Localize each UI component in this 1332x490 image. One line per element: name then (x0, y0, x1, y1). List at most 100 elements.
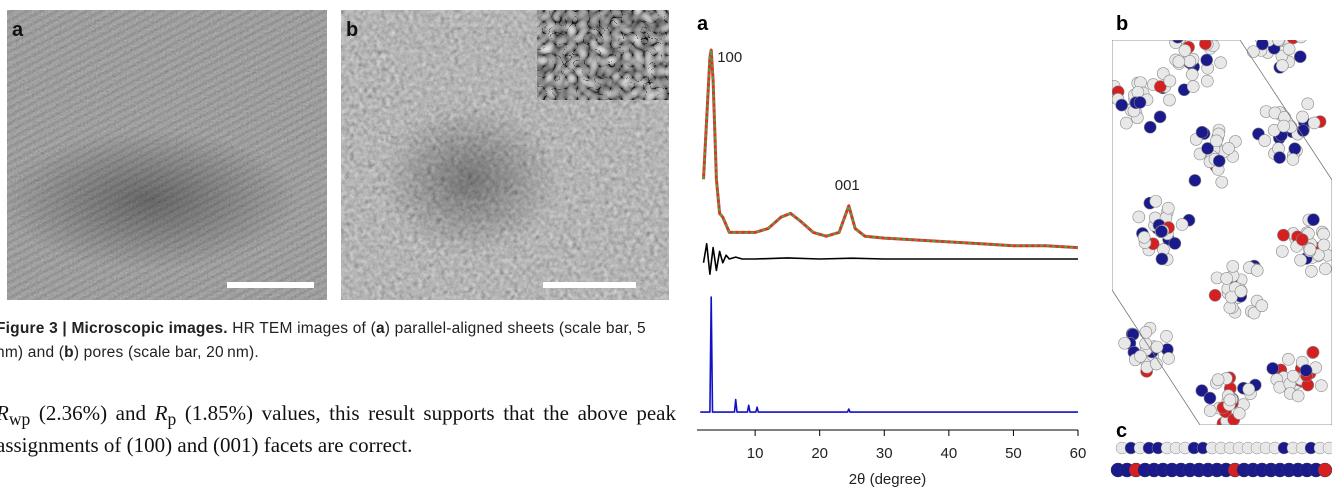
data-line-dash (702, 49, 1079, 249)
atom (1319, 262, 1332, 276)
atom (1255, 299, 1269, 313)
atom (1215, 175, 1229, 189)
atom (1232, 407, 1246, 420)
data-line (700, 296, 1078, 413)
caption-text: b (64, 344, 74, 361)
atom (1246, 27, 1258, 39)
atom (1186, 80, 1200, 93)
x-axis-title: 2θ (degree) (849, 471, 927, 488)
atom (1245, 26, 1257, 38)
tem-shade (0, 130, 300, 270)
x-tick-label: 30 (876, 445, 893, 462)
atom (1317, 238, 1331, 252)
caption-text: a (375, 320, 385, 337)
atom (1315, 379, 1328, 393)
panel-label: a (12, 19, 24, 41)
atom (1291, 389, 1305, 403)
atom (1294, 253, 1307, 267)
symbol: R (0, 401, 9, 425)
atom (1195, 125, 1209, 139)
atom (1211, 373, 1225, 386)
atom (1288, 142, 1302, 155)
atom (1185, 68, 1199, 81)
caption-label: Figure 3 | Microscopic images. (0, 320, 228, 337)
molecular-side-view (1110, 441, 1332, 478)
tem-shade (380, 105, 560, 255)
atom (1250, 264, 1264, 277)
atom (1317, 462, 1332, 478)
atom (1226, 260, 1240, 273)
atom (1234, 285, 1248, 298)
atom (1307, 213, 1320, 226)
molecular-structure (1112, 25, 1332, 425)
atom (1143, 120, 1157, 134)
atom (1279, 25, 1291, 37)
atom (1154, 80, 1167, 93)
peak-label: 100 (717, 49, 742, 66)
atom (1223, 301, 1237, 314)
panel-label: b (1116, 13, 1128, 35)
scale-bar (227, 282, 314, 288)
atom (1277, 119, 1291, 133)
x-tick-label: 60 (1070, 445, 1087, 462)
atom (1286, 153, 1300, 166)
symbol: R (154, 401, 168, 425)
atom (1287, 369, 1300, 383)
panel-label: b (346, 19, 358, 41)
x-tick-label: 40 (941, 445, 958, 462)
atom (1208, 288, 1222, 302)
atom (1118, 336, 1131, 350)
atom (1153, 110, 1167, 124)
atom (1115, 98, 1129, 112)
atom (1203, 404, 1217, 418)
atom (1294, 40, 1308, 44)
atom (1163, 93, 1176, 107)
panel-label: a (697, 13, 709, 35)
atom (1168, 237, 1182, 250)
caption-text: ) pores (scale bar, 20 nm). (73, 344, 259, 361)
atom (1133, 96, 1147, 109)
atom (1155, 252, 1169, 266)
atom (1120, 116, 1133, 130)
atom (1203, 391, 1217, 405)
atom (1272, 40, 1285, 47)
caption-text: ) parallel-aligned sheets (scale bar, 5 … (0, 320, 650, 361)
atom (1132, 210, 1146, 224)
atom (1214, 56, 1227, 69)
atom (1134, 349, 1147, 363)
atom (1275, 245, 1289, 258)
atom (1200, 53, 1213, 67)
atom (1305, 264, 1318, 278)
atom (1322, 441, 1332, 455)
atom (1160, 329, 1173, 343)
panel-label: c (1116, 420, 1127, 442)
scale-bar (543, 282, 636, 288)
atom (1303, 243, 1317, 256)
tem-inset-texture (537, 10, 669, 100)
atom (1266, 362, 1280, 375)
atom (1258, 134, 1272, 147)
atom (1295, 233, 1309, 246)
atom (1273, 151, 1286, 164)
atom (1286, 40, 1300, 45)
atom (1225, 290, 1238, 304)
atom (1199, 40, 1212, 50)
atom (1137, 231, 1151, 244)
atom (1210, 134, 1223, 148)
atom (1277, 228, 1290, 242)
atom (1161, 201, 1175, 215)
atom (1200, 74, 1214, 88)
atom (1222, 142, 1235, 155)
x-tick-label: 20 (811, 445, 828, 462)
subscript: wp (8, 409, 31, 430)
atom (1276, 59, 1289, 72)
atom (1299, 364, 1313, 377)
atom (1155, 225, 1168, 238)
atom (1149, 194, 1163, 208)
atom (1150, 340, 1164, 354)
data-line (702, 48, 1079, 250)
atom (1195, 384, 1209, 397)
atom (1296, 110, 1309, 124)
atom (1171, 40, 1184, 44)
